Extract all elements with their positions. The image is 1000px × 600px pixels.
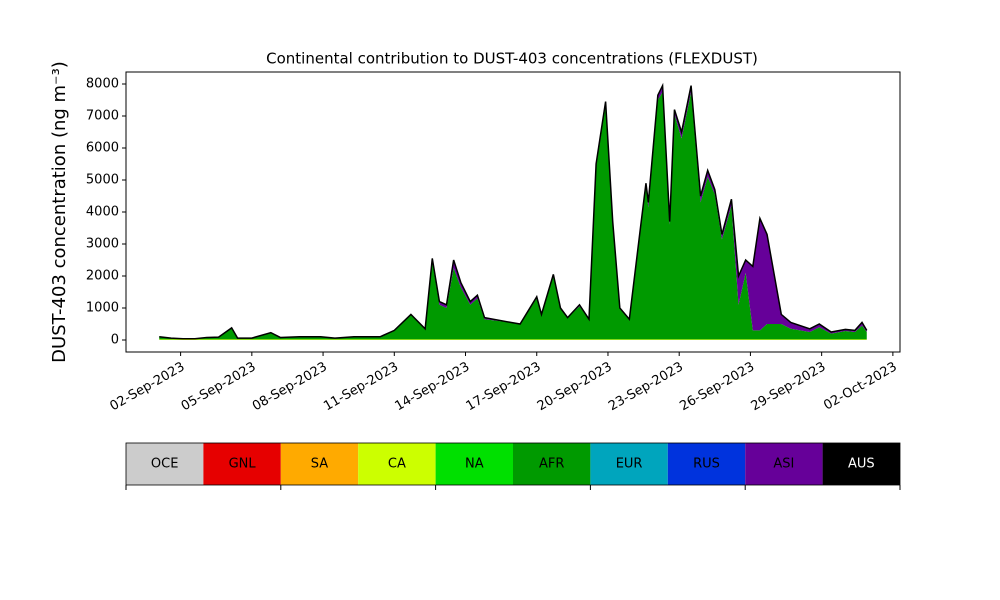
legend-swatch [126, 443, 204, 485]
legend-label: ASI [773, 457, 794, 472]
x-tick-label: 20-Sep-2023 [535, 360, 615, 415]
legend-swatch [280, 443, 359, 485]
legend-label: GNL [229, 457, 257, 472]
x-tick-label: 17-Sep-2023 [464, 360, 544, 415]
y-tick-label: 7000 [86, 109, 119, 124]
area [159, 92, 867, 340]
plot-frame [125, 71, 901, 353]
x-tick-label: 23-Sep-2023 [606, 360, 686, 415]
x-tick-label: 29-Sep-2023 [749, 360, 829, 415]
y-axis-label: DUST-403 concentration (ng m⁻³) [49, 61, 70, 363]
legend-swatch [203, 443, 281, 485]
x-tick-label: 14-Sep-2023 [392, 360, 472, 415]
legend-swatch [590, 443, 668, 485]
legend-label: AUS [848, 457, 875, 472]
legend-swatch [513, 443, 591, 485]
legend-swatch [822, 443, 900, 485]
y-tick-label: 4000 [86, 205, 119, 220]
x-tick-label: 02-Oct-2023 [821, 360, 899, 414]
chart-title: Continental contribution to DUST-403 con… [266, 50, 758, 68]
legend-swatch [667, 443, 746, 485]
x-tick-label: 26-Sep-2023 [677, 360, 757, 415]
y-tick-label: 2000 [86, 269, 119, 284]
legend-label: NA [465, 457, 484, 472]
legend-label: EUR [616, 457, 643, 472]
x-tick-label: 08-Sep-2023 [250, 360, 330, 415]
legend-swatch [745, 443, 823, 485]
legend-swatch [358, 443, 436, 485]
legend-label: OCE [151, 457, 179, 472]
area [159, 82, 868, 340]
y-tick-label: 6000 [86, 141, 119, 156]
area [159, 339, 867, 340]
y-tick-label: 8000 [86, 77, 119, 92]
y-tick-label: 0 [111, 333, 119, 348]
legend-swatch [435, 443, 513, 485]
y-tick-label: 5000 [86, 173, 119, 188]
legend-label: RUS [693, 457, 720, 472]
x-tick-label: 05-Sep-2023 [179, 360, 259, 415]
legend-label: CA [388, 457, 406, 472]
y-tick-label: 3000 [86, 237, 119, 252]
x-tick-label: 02-Sep-2023 [108, 360, 188, 415]
y-tick-label: 1000 [86, 301, 119, 316]
legend-label: AFR [539, 457, 564, 472]
legend-label: SA [311, 457, 328, 472]
x-tick-label: 11-Sep-2023 [321, 360, 401, 415]
area [159, 85, 867, 339]
legend-frame [125, 442, 901, 486]
